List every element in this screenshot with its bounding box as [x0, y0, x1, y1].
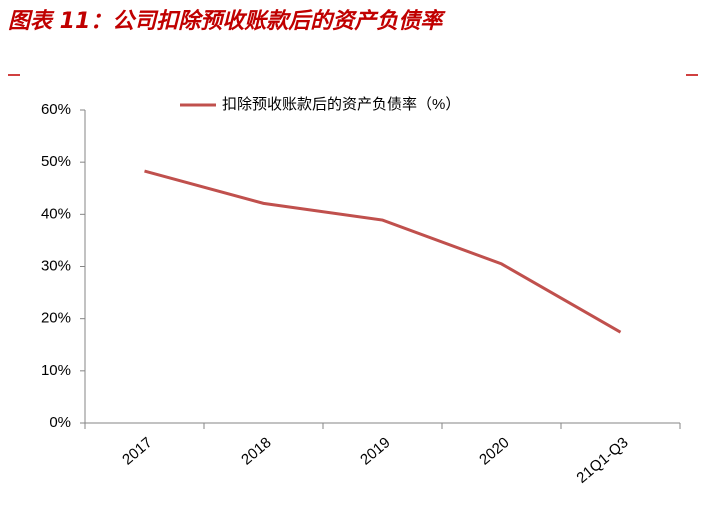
line-series	[144, 169, 622, 334]
x-tick-label: 2018	[238, 434, 274, 468]
y-tick-label: 60%	[41, 101, 71, 118]
y-tick-label: 50%	[41, 153, 71, 170]
y-tick-label: 20%	[41, 310, 71, 327]
y-tick-label: 10%	[41, 362, 71, 379]
chart-title: 图表 11：公司扣除预收账款后的资产负债率	[8, 8, 446, 34]
y-tick-label: 40%	[41, 205, 71, 222]
x-tick-label: 2017	[119, 434, 155, 468]
x-tick-label: 2019	[357, 434, 393, 468]
y-tick-label: 0%	[49, 414, 71, 431]
x-tick-label: 2020	[476, 434, 512, 468]
y-tick-label: 30%	[41, 257, 71, 274]
legend-label: 扣除预收账款后的资产负债率（%）	[222, 96, 460, 113]
x-tick-label: 21Q1-Q3	[573, 434, 631, 487]
